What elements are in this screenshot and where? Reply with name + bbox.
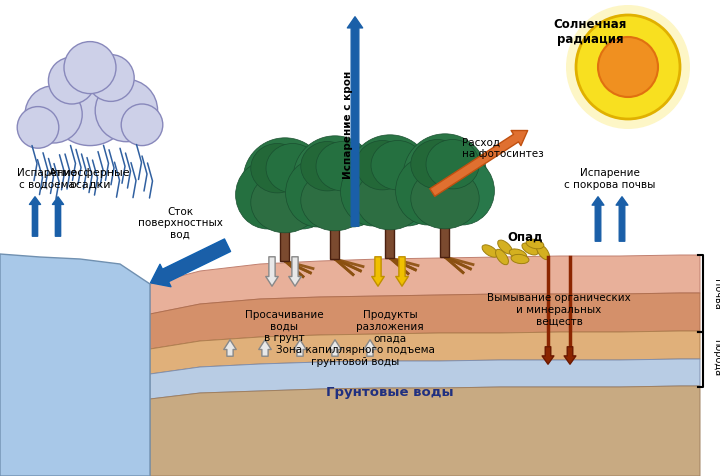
Ellipse shape <box>411 140 464 189</box>
Ellipse shape <box>320 159 384 228</box>
Ellipse shape <box>301 170 369 231</box>
Polygon shape <box>150 293 700 349</box>
Text: Зона капиллярного подъема
грунтовой воды: Зона капиллярного подъема грунтовой воды <box>276 345 434 366</box>
Text: Опад: Опад <box>508 230 543 244</box>
Ellipse shape <box>341 158 405 227</box>
Text: Продукты
разложения
опада: Продукты разложения опада <box>356 309 424 342</box>
Ellipse shape <box>482 245 498 258</box>
FancyBboxPatch shape <box>385 188 395 258</box>
Text: Атмосферные
осадки: Атмосферные осадки <box>49 168 131 189</box>
Text: Вымывание органических
и минеральных
веществ: Вымывание органических и минеральных вещ… <box>487 293 631 326</box>
Ellipse shape <box>301 142 354 191</box>
Polygon shape <box>0 419 700 476</box>
Ellipse shape <box>235 161 300 229</box>
Ellipse shape <box>286 159 350 228</box>
Ellipse shape <box>411 169 480 229</box>
Ellipse shape <box>371 141 424 190</box>
Ellipse shape <box>495 250 508 265</box>
Circle shape <box>566 6 690 130</box>
FancyBboxPatch shape <box>441 188 449 258</box>
Ellipse shape <box>498 240 513 254</box>
Ellipse shape <box>395 157 460 226</box>
Circle shape <box>576 16 680 120</box>
FancyBboxPatch shape <box>330 189 340 259</box>
Ellipse shape <box>243 139 327 222</box>
Ellipse shape <box>509 249 527 259</box>
Circle shape <box>48 58 95 105</box>
Ellipse shape <box>316 142 369 191</box>
Text: Сток
поверхностных
вод: Сток поверхностных вод <box>138 207 222 239</box>
Text: Испарение
с покрова почвы: Испарение с покрова почвы <box>564 168 656 189</box>
Ellipse shape <box>511 255 529 264</box>
Ellipse shape <box>430 157 495 226</box>
Ellipse shape <box>526 240 544 249</box>
Text: Солнечная
радиация: Солнечная радиация <box>553 18 626 46</box>
Text: Испарение с крон: Испарение с крон <box>343 71 353 179</box>
Ellipse shape <box>266 144 319 193</box>
FancyBboxPatch shape <box>281 192 289 261</box>
Ellipse shape <box>375 158 439 227</box>
Ellipse shape <box>356 169 424 230</box>
Ellipse shape <box>403 135 487 218</box>
Circle shape <box>87 56 134 102</box>
Ellipse shape <box>293 137 377 220</box>
Ellipse shape <box>270 161 334 229</box>
Text: Твердая
порода: Твердая порода <box>712 338 720 381</box>
Polygon shape <box>0 255 150 476</box>
Circle shape <box>95 80 158 142</box>
Ellipse shape <box>426 140 480 189</box>
Text: Грунтовые воды: Грунтовые воды <box>326 386 454 399</box>
Circle shape <box>121 105 163 146</box>
Ellipse shape <box>356 141 409 190</box>
Circle shape <box>64 42 116 94</box>
Polygon shape <box>150 331 700 374</box>
Text: Испарение
с водоема: Испарение с водоема <box>17 168 77 189</box>
Ellipse shape <box>522 244 538 256</box>
Ellipse shape <box>251 144 304 193</box>
Text: Просачивание
воды
в грунт: Просачивание воды в грунт <box>245 309 323 342</box>
Polygon shape <box>150 386 700 476</box>
Circle shape <box>25 87 82 144</box>
Text: Почва: Почва <box>712 278 720 309</box>
Text: Расход
на фотосинтез: Расход на фотосинтез <box>462 137 544 159</box>
Polygon shape <box>150 359 700 399</box>
Circle shape <box>598 38 658 98</box>
Ellipse shape <box>348 136 432 219</box>
Ellipse shape <box>251 173 319 233</box>
Circle shape <box>17 108 59 149</box>
Circle shape <box>48 63 132 146</box>
Ellipse shape <box>536 245 549 260</box>
Polygon shape <box>150 256 700 314</box>
